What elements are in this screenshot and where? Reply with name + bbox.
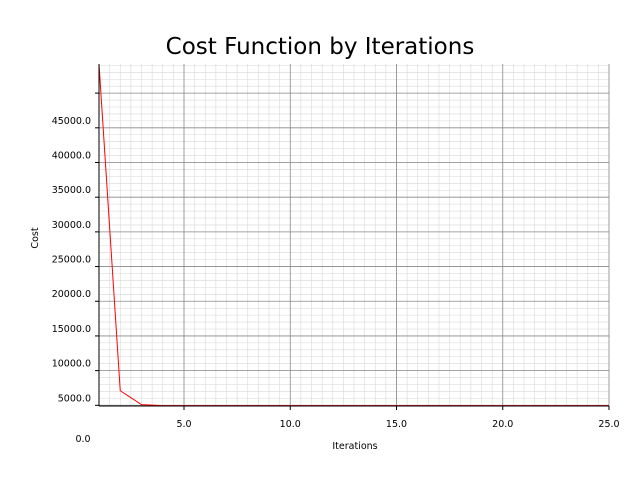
y-tick-label: 35000.0: [52, 185, 91, 196]
y-tick-label: 45000.0: [52, 116, 91, 127]
y-tick-label: 15000.0: [52, 324, 91, 335]
y-tick-label: 40000.0: [52, 151, 91, 162]
y-tick-label: 5000.0: [58, 393, 91, 404]
y-axis-label: Cost: [30, 227, 41, 248]
y-tick-label: 20000.0: [52, 289, 91, 300]
origin-label: 0.0: [75, 434, 90, 445]
y-tick-label: 10000.0: [52, 359, 91, 370]
axes: [95, 64, 610, 410]
x-tick-label: 15.0: [386, 419, 407, 430]
x-tick-label: 10.0: [280, 419, 301, 430]
y-tick-label: 25000.0: [52, 255, 91, 266]
chart-title: Cost Function by Iterations: [166, 34, 475, 60]
x-tick-label: 20.0: [492, 419, 513, 430]
x-axis-label: Iterations: [332, 441, 377, 452]
x-tick-label: 25.0: [598, 419, 619, 430]
y-tick-label: 30000.0: [52, 220, 91, 231]
tick-labels: 5.0 10.0 15.0 20.0 25.0 5000.0 10000.0 15000.0 2…: [52, 116, 620, 430]
x-tick-label: 5.0: [176, 419, 191, 430]
minor-grid: [98, 64, 610, 406]
